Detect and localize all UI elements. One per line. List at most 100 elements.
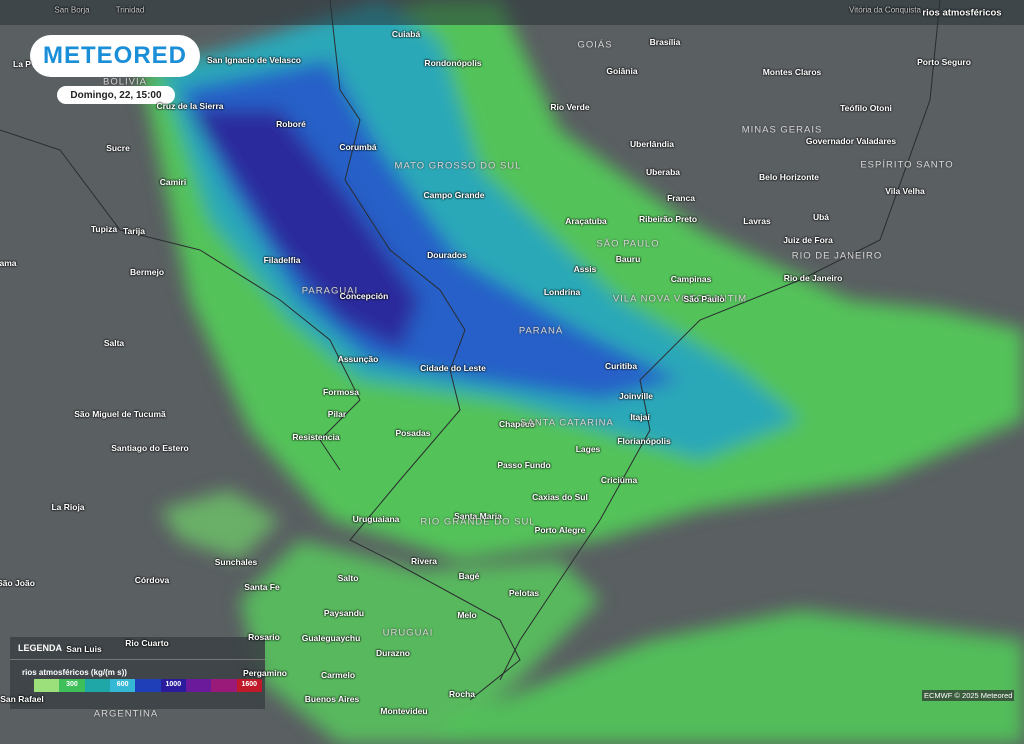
city-label: São Miguel de Tucumã	[74, 409, 166, 419]
city-label: Carmelo	[320, 670, 356, 680]
city-label: Criciúma	[600, 475, 638, 485]
city-label: Ribeirão Preto	[638, 214, 698, 224]
city-label: Chapecó	[499, 419, 535, 429]
region-label: RIO DE JANEIRO	[791, 250, 883, 262]
region-label: MATO GROSSO DO SUL	[394, 160, 522, 172]
city-label: Uberlândia	[630, 139, 674, 149]
legend-title: LEGENDA	[18, 643, 63, 653]
city-label: Tarija	[122, 226, 146, 236]
city-label: Itajaí	[630, 412, 650, 422]
top-label: Trinidad	[115, 5, 145, 15]
city-label: Roboré	[276, 119, 306, 129]
city-label: Melo	[457, 610, 477, 620]
color-swatch	[135, 679, 161, 692]
legend-subtitle: rios atmosféricos (kg/(m s))	[22, 668, 127, 677]
city-label: Lavras	[743, 216, 771, 226]
city-label: ama	[0, 258, 17, 268]
city-label: Dourados	[427, 250, 467, 260]
color-swatch: 600	[109, 679, 136, 692]
city-label: Belo Horizonte	[759, 172, 819, 182]
city-label: Bermejo	[129, 267, 165, 277]
city-label: Franca	[667, 193, 695, 203]
city-label: San Luis	[66, 644, 102, 654]
city-label: São João	[0, 578, 35, 588]
region-label: GOIÁS	[577, 39, 613, 51]
city-label: Filadelfia	[263, 255, 301, 265]
city-label: Santa Fe	[244, 582, 280, 592]
divider	[10, 659, 265, 660]
city-label: Ubá	[812, 212, 830, 222]
top-label: Vitória da Conquista	[849, 5, 921, 15]
city-label: Rocha	[449, 689, 475, 699]
city-label: Pilar	[327, 409, 347, 419]
city-label: Gualeguaychu	[301, 633, 361, 643]
city-label: Cuiabá	[391, 29, 421, 39]
city-label: Assis	[573, 264, 597, 274]
city-label: Cidade do Leste	[420, 363, 486, 373]
city-label: Rio Cuarto	[125, 638, 169, 648]
city-label: Sunchales	[214, 557, 258, 567]
date[interactable]: Domingo, 22, 15:00	[57, 86, 175, 104]
city-label: San Ignacio de Velasco	[206, 55, 302, 65]
city-label: Paysandu	[323, 608, 365, 618]
layer-name: rios atmosféricos	[922, 7, 1002, 19]
city-label: Concepción	[339, 291, 389, 301]
city-label: Uberaba	[645, 167, 681, 177]
city-label: Assunção	[337, 354, 379, 364]
color-swatch	[34, 679, 60, 692]
city-label: Salto	[337, 573, 359, 583]
city-label: Londrina	[543, 287, 581, 297]
region-label: MINAS GERAIS	[741, 124, 823, 136]
city-label: Lages	[575, 444, 601, 454]
atmospheric-river	[140, 0, 1024, 744]
city-label: Governador Valadares	[805, 136, 897, 146]
region-label: BOLIVIA	[103, 76, 147, 88]
city-label: Cruz de la Sierra	[156, 101, 224, 111]
city-label: Santa Maria	[454, 511, 502, 521]
city-label: Corumbá	[339, 142, 377, 152]
color-swatch	[211, 679, 237, 692]
city-label: Pelotas	[508, 588, 540, 598]
region-label: PARAGUAI	[301, 285, 359, 297]
region-label: URUGUAI	[382, 627, 434, 639]
city-label: San Rafael	[0, 694, 44, 704]
logo[interactable]: METEORED	[30, 35, 200, 77]
legend-tick: 600	[116, 681, 129, 688]
top-bar	[0, 0, 1024, 25]
city-label: Resistencia	[292, 432, 340, 442]
city-label: Rio de Janeiro	[783, 273, 843, 283]
city-label: Araçatuba	[565, 216, 607, 226]
color-swatch	[84, 679, 110, 692]
region-label: RIO GRANDE DO SUL	[420, 516, 536, 528]
legend-tick: 300	[66, 681, 78, 688]
city-label: Joinville	[618, 391, 654, 401]
city-label: Passo Fundo	[497, 460, 551, 470]
region-label: VILA NOVA VOTORANTIM	[612, 293, 748, 305]
city-label: Buenos Aires	[304, 694, 360, 704]
region-label: SANTA CATARINA	[520, 417, 614, 429]
color-swatch: 1600	[236, 679, 262, 692]
city-label: Curitiba	[604, 361, 638, 371]
city-label: Tupiza	[90, 224, 118, 234]
city-label: La P	[13, 59, 31, 69]
region-label: SÃO PAULO	[596, 238, 660, 250]
city-label: Formosa	[323, 387, 359, 397]
region-label: PARANÁ	[518, 325, 564, 337]
color-swatch	[185, 679, 212, 692]
city-label: Florianópolis	[617, 436, 671, 446]
top-label: San Borja	[54, 5, 90, 15]
city-label: Goiânia	[606, 66, 638, 76]
region-label: ARGENTINA	[93, 708, 159, 720]
city-label: Salta	[103, 338, 125, 348]
legend: LEGENDA rios atmosféricos (kg/(m s)) 300…	[10, 637, 265, 709]
city-label: Santiago do Estero	[111, 443, 189, 453]
city-label: Campo Grande	[423, 190, 485, 200]
city-label: Rivera	[411, 556, 437, 566]
city-label: Caxias do Sul	[532, 492, 588, 502]
borders	[0, 0, 941, 701]
city-label: La Rioja	[51, 502, 85, 512]
city-label: Rosario	[248, 632, 280, 642]
color-bar: 300 600 1000 1600	[34, 679, 262, 692]
